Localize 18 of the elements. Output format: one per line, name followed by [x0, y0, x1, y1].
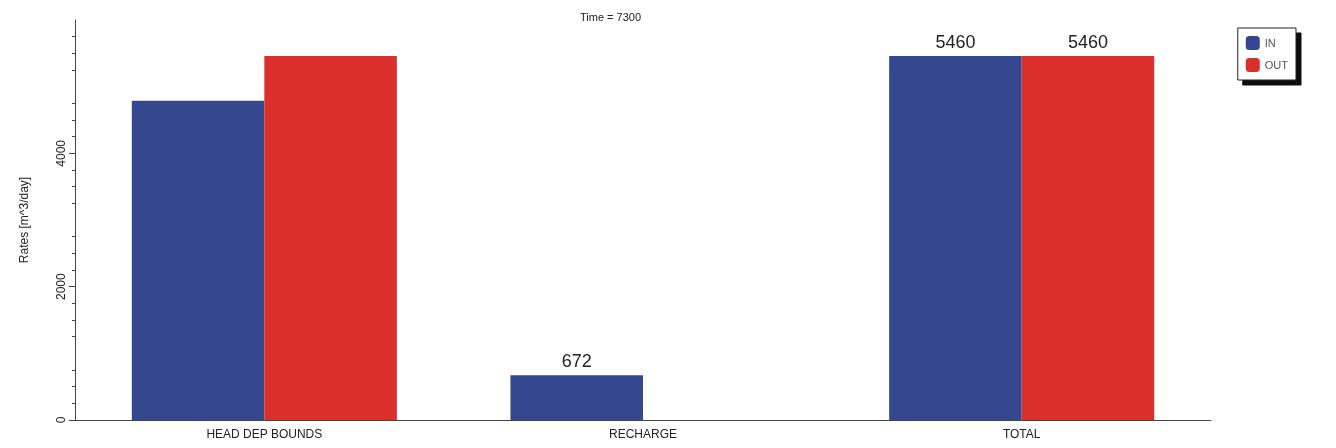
data-label: 5460 — [935, 32, 976, 52]
bar — [510, 375, 643, 420]
legend-label: IN — [1264, 37, 1276, 49]
bar — [889, 56, 1022, 420]
data-label: 672 — [561, 351, 592, 372]
y-tick-label: 0 — [54, 416, 68, 424]
x-tick-label: RECHARGE — [608, 427, 678, 441]
x-tick-label: HEAD DEP BOUNDS — [206, 427, 323, 441]
y-axis-title: Rates [m^3/day] — [17, 176, 31, 264]
bar — [131, 100, 265, 420]
data-label: 5460 — [1067, 32, 1108, 52]
y-tick-label: 2000 — [54, 273, 68, 301]
legend-label: OUT — [1264, 59, 1289, 71]
chart-title: Time = 7300 — [580, 10, 642, 23]
x-tick-label: TOTAL — [1002, 427, 1041, 441]
bar — [264, 56, 397, 420]
y-tick-label: 4000 — [54, 139, 68, 167]
bar — [1021, 56, 1155, 420]
